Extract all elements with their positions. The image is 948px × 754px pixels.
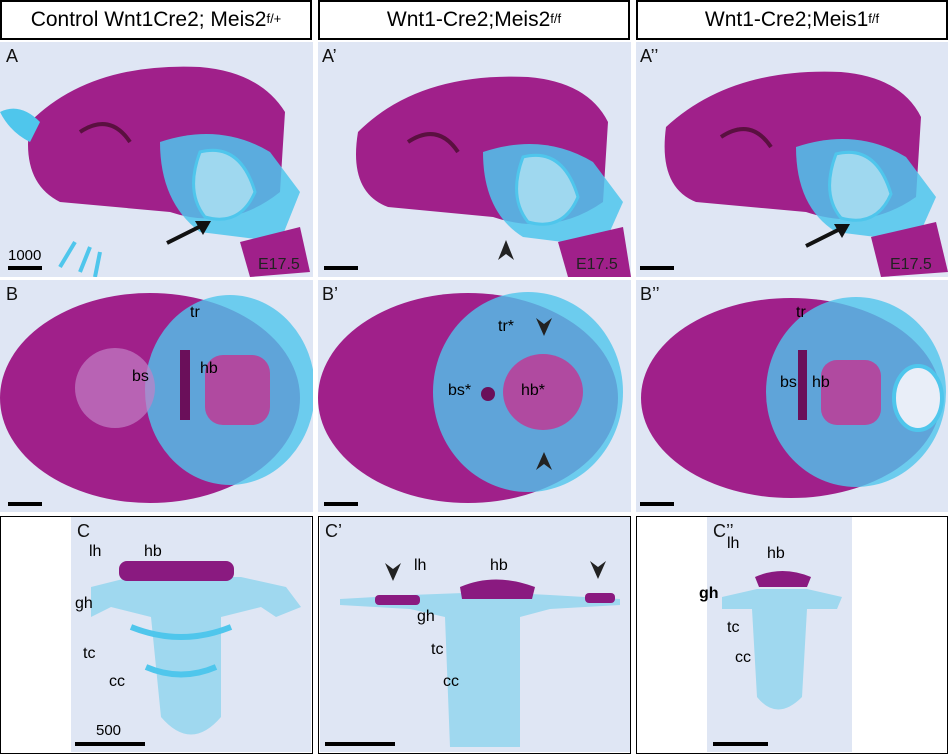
panel-C1-frame: C’ lh hb gh tc cc [318,516,631,754]
panel-label-B1: B’ [322,284,339,304]
panel-label-B2: B’’ [640,284,660,304]
label-tr-star: tr* [498,318,514,335]
label-hb: hb [490,557,508,574]
hyoid-image-C2 [707,517,852,752]
header-meis1-sup: f/f [868,10,880,26]
header-control-sup: f/+ [266,10,282,26]
label-cc: cc [443,673,459,690]
label-hb-star: hb* [521,382,546,399]
arrowhead-icon [498,240,514,260]
label-bs-star: bs* [448,382,472,399]
scale-bar-C2 [713,742,768,746]
panel-label-C2: C’’ [713,521,734,541]
scale-bar-B2 [640,502,674,506]
label-lh: lh [727,535,740,552]
panel-label-A1: A’ [322,46,337,66]
scale-bar-A [8,266,42,270]
header-meis2-text: Wnt1-Cre2;Meis2 [386,8,551,31]
skull-ventral-image-B [0,280,313,512]
scale-bar-A1 [324,266,358,270]
label-cc: cc [735,649,751,666]
skull-lateral-image-A2 [636,42,948,277]
panel-A: A 1000 E17.5 [0,42,313,277]
label-tc: tc [431,641,444,658]
label-tc: tc [727,619,740,636]
panel-label-A2: A’’ [640,46,659,66]
scale-bar-B [8,502,42,506]
label-hb: hb [812,374,830,391]
scale-bar-C [75,742,145,746]
scale-bar-label-A: 1000 [8,247,42,264]
label-tc: tc [83,645,96,662]
header-control-text: Control Wnt1Cre2; Meis2 [30,8,267,31]
header-meis1-text: Wnt1-Cre2;Meis1 [704,8,869,31]
scale-bar-A2 [640,266,674,270]
age-label-A: E17.5 [258,256,300,273]
header-meis2-mutant: Wnt1-Cre2;Meis2 f/f [318,0,630,40]
label-gh: gh [75,595,93,612]
label-tr: tr [796,304,806,321]
panel-label-C: C [77,521,90,541]
arrowhead-icon [590,561,606,579]
label-tr: tr [190,304,200,321]
panel-A1: A’ E17.5 [318,42,631,277]
label-hb: hb [767,545,785,562]
label-bs: bs [780,374,797,391]
skull-lateral-image-A1 [318,42,631,277]
skull-ventral-image-B1 [318,280,631,512]
arrowhead-icon [385,563,401,581]
label-cc: cc [109,673,125,690]
hyoid-image-C1 [320,517,630,752]
hyoid-image-C [71,517,311,752]
arrowhead-icon [536,318,552,336]
panel-label-A: A [6,46,19,66]
panel-A2: A’’ E17.5 [636,42,948,277]
arrow-icon [166,221,211,245]
skull-lateral-image-A [0,42,313,277]
arrow-icon [805,224,850,248]
header-control: Control Wnt1Cre2; Meis2 f/+ [0,0,312,40]
panel-B2: B’’ tr bs hb [636,280,948,512]
label-lh: lh [414,557,427,574]
panel-B: B tr bs hb [0,280,313,512]
arrowhead-icon [536,452,552,470]
label-hb: hb [200,360,218,377]
label-lh: lh [89,543,102,560]
scale-bar-C1 [325,742,395,746]
label-gh: gh [417,608,435,625]
label-gh: gh [699,585,719,602]
panel-C2-frame: C’’ lh hb gh tc cc [636,516,948,754]
scale-bar-B1 [324,502,358,506]
age-label-A1: E17.5 [576,256,618,273]
header-meis1-mutant: Wnt1-Cre2;Meis1 f/f [636,0,948,40]
panel-C-frame: C lh hb gh tc cc 500 [0,516,313,754]
skull-ventral-image-B2 [636,280,948,512]
scale-bar-label-C: 500 [96,722,122,739]
age-label-A2: E17.5 [890,256,932,273]
panel-B1: B’ tr* bs* hb* [318,280,631,512]
label-bs: bs [132,368,149,385]
header-meis2-sup: f/f [550,10,562,26]
panel-label-B: B [6,284,19,304]
label-hb: hb [144,543,162,560]
panel-label-C1: C’ [325,521,342,541]
